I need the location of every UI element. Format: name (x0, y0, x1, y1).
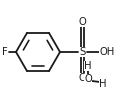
Text: H: H (84, 61, 92, 71)
Text: OH: OH (99, 47, 115, 57)
Text: S: S (79, 47, 85, 57)
Text: O: O (84, 74, 92, 84)
Text: F: F (2, 47, 8, 57)
Text: O: O (78, 73, 86, 83)
Text: H: H (99, 79, 107, 89)
Text: O: O (78, 17, 86, 27)
